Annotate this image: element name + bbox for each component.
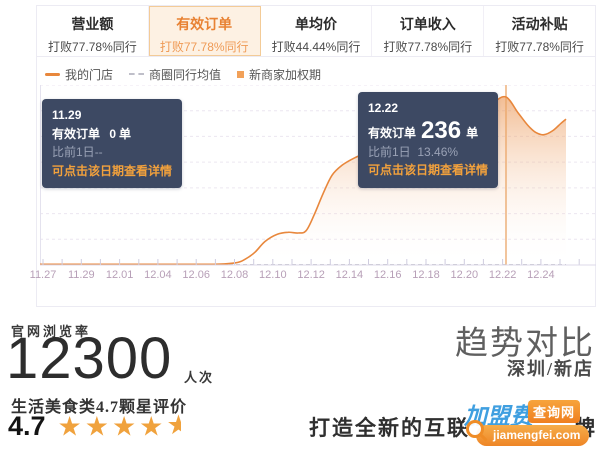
tooltip-compare-value: 13.46% [417, 144, 459, 159]
orange-square-swatch-icon [237, 70, 245, 78]
tooltip-hint: 可点击该日期查看详情 [52, 163, 173, 178]
tab-subtitle: 打败77.78%同行 [48, 40, 137, 54]
trend-title: 趋势对比 [455, 324, 595, 361]
tab-subtitle: 打败77.78%同行 [159, 40, 249, 54]
legend-item-peer-average[interactable]: 商圈同行均值 [129, 66, 221, 83]
x-axis-label: 12.24 [527, 269, 555, 281]
metric-tabs: 营业额 打败77.78%同行 有效订单 打败77.78%同行 单均价 打败44.… [37, 6, 595, 57]
trend-subtitle: 深圳/新店 [506, 359, 594, 379]
legend-item-new-merchant-period[interactable]: 新商家加权期 [237, 66, 321, 83]
tab-title: 活动补贴 [511, 16, 568, 32]
tab-title: 单均价 [294, 16, 337, 32]
tab-order-income[interactable]: 订单收入 打败77.78%同行 [372, 6, 485, 56]
rating-value: 4.7 [8, 411, 46, 442]
tooltip-compare-value: -- [94, 145, 103, 160]
tab-subtitle: 打败44.44%同行 [271, 40, 361, 54]
x-axis-label: 12.04 [144, 269, 172, 281]
x-axis-label: 12.12 [297, 269, 325, 281]
x-axis-label: 11.29 [67, 269, 95, 281]
star-rating-icon: ★★★★★ [57, 411, 182, 442]
slogan-text: 打造全新的互联 加盟费 查询网 jiamengfei.com 牌 [309, 399, 597, 452]
x-axis-label: 11.27 [29, 269, 57, 281]
tooltip-date: 12.22 [368, 101, 399, 115]
tab-title: 有效订单 [176, 16, 233, 32]
tab-title: 营业额 [71, 16, 114, 32]
tooltip-hint: 可点击该日期查看详情 [368, 163, 489, 178]
x-axis-label: 12.08 [220, 269, 249, 281]
legend-label: 商圈同行均值 [149, 67, 222, 82]
x-axis-label: 12.16 [373, 269, 402, 281]
watermark-domain: jiamengfei.com [476, 425, 590, 446]
legend-label: 新商家加权期 [249, 67, 322, 82]
views-label: 官网浏览率 [11, 324, 92, 339]
tooltip-value: 236 [421, 116, 462, 144]
x-axis-label: 12.06 [182, 269, 210, 281]
x-axis-label: 12.20 [450, 269, 479, 281]
orange-line-swatch-icon [45, 72, 60, 76]
legend-item-my-store[interactable]: 我的门店 [45, 66, 113, 83]
x-axis: 11.27 11.29 12.01 12.04 12.06 12.08 12.10 12.12… [30, 269, 596, 285]
tooltip-metric: 有效订单 [368, 126, 417, 141]
tooltip-compare-label: 比前1日 [368, 144, 411, 159]
rating-caption: 生活美食类4.7颗星评价 [11, 399, 188, 416]
trend-card: 营业额 打败77.78%同行 有效订单 打败77.78%同行 单均价 打败44.… [30, 5, 596, 307]
slogan-left: 打造全新的互联 [309, 416, 470, 440]
tab-activity-subsidy[interactable]: 活动补贴 打败77.78%同行 [484, 6, 595, 56]
orders-trend-chart[interactable]: 11.27 11.29 12.01 12.04 12.06 12.08 12.10 12.12… [30, 85, 596, 311]
watermark-badge: 查询网 [527, 400, 580, 423]
tooltip-unit: 单 [466, 126, 479, 141]
watermark: 加盟费 查询网 jiamengfei.com [464, 399, 590, 449]
x-axis-label: 12.22 [488, 269, 517, 281]
views-value: 12300 [6, 326, 173, 391]
tab-subtitle: 打败77.78%同行 [383, 40, 473, 54]
chart-legend: 我的门店 商圈同行均值 新商家加权期 [37, 57, 595, 85]
magnifier-icon [466, 420, 484, 438]
views-unit: 人次 [184, 370, 215, 385]
tab-avg-price[interactable]: 单均价 打败44.44%同行 [261, 6, 373, 56]
tooltip-12-22[interactable]: 12.22 有效订单 236 单 比前1日 13.46% 可点击该日期查看详情 [358, 92, 499, 188]
x-axis-label: 12.14 [335, 269, 364, 281]
tooltip-metric: 有效订单 [52, 126, 101, 141]
tab-valid-orders[interactable]: 有效订单 打败77.78%同行 [148, 6, 261, 56]
tab-title: 订单收入 [399, 16, 456, 32]
tooltip-date: 11.29 [52, 108, 82, 122]
gray-dashed-swatch-icon [129, 73, 145, 75]
legend-label: 我的门店 [65, 67, 114, 82]
tooltip-unit: 单 [119, 126, 132, 141]
tab-subtitle: 打败77.78%同行 [495, 40, 584, 54]
tooltip-compare-label: 比前1日 [52, 145, 95, 160]
x-axis-label: 12.18 [412, 269, 440, 281]
rating-row: 4.7 ★★★★★ [8, 411, 181, 442]
x-axis-label: 12.10 [259, 269, 287, 281]
x-axis-label: 12.01 [105, 269, 134, 281]
tab-revenue[interactable]: 营业额 打败77.78%同行 [37, 6, 149, 56]
tooltip-value: 0 [109, 126, 117, 141]
